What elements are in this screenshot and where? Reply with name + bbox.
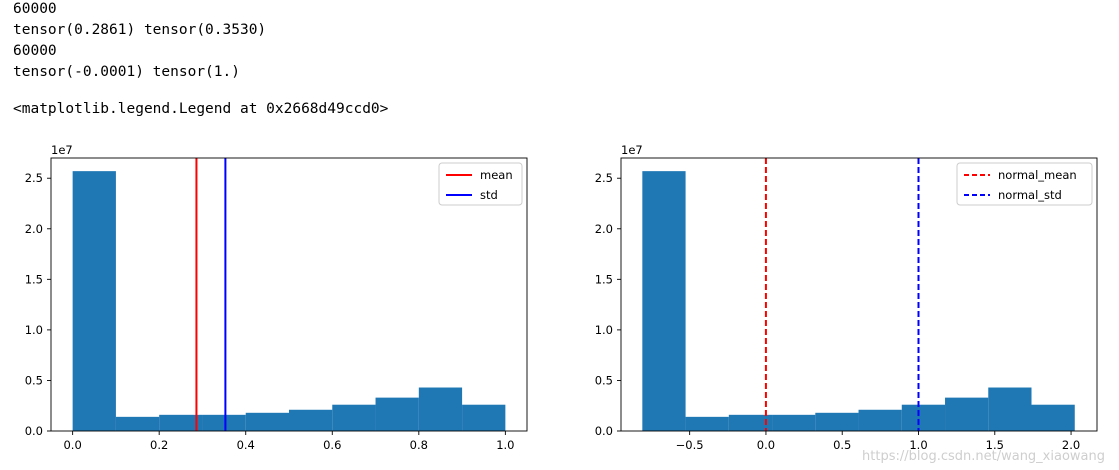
watermark-text: https://blog.csdn.net/wang_xiaowang: [862, 449, 1105, 464]
chart1-x-tick-label: 0.0: [63, 438, 81, 452]
return-value-text: <matplotlib.legend.Legend at 0x2668d49cc…: [13, 101, 389, 117]
output-line-1: 60000: [13, 1, 57, 17]
chart1-histogram-bar: [72, 171, 116, 431]
chart2-histogram-bar: [901, 404, 946, 431]
chart1-scale-label: 1e7: [51, 143, 73, 157]
chart1-x-tick-label: 0.2: [150, 438, 168, 452]
chart1-legend-label: std: [480, 188, 498, 202]
chart1-y-tick-label: 0.5: [25, 373, 43, 387]
chart2-histogram-bar: [685, 416, 729, 431]
output-line-2: tensor(0.2861) tensor(0.3530): [13, 22, 267, 38]
chart2-y-tick-label: 2.5: [595, 171, 613, 185]
chart2-histogram-bar: [858, 409, 902, 431]
chart2-histogram-bar: [642, 171, 686, 431]
chart1-x-tick-label: 0.6: [323, 438, 341, 452]
chart2-x-tick-label: −0.5: [676, 438, 704, 452]
chart2-y-tick-label: 1.5: [595, 272, 613, 286]
output-line-3: 60000: [13, 43, 57, 59]
chart2-histogram-bar: [988, 387, 1032, 431]
chart2-y-tick-label: 2.0: [595, 222, 613, 236]
chart2-histogram-bar: [815, 412, 859, 431]
chart1-y-tick-label: 2.5: [25, 171, 43, 185]
chart1-x-tick-label: 1.0: [496, 438, 514, 452]
chart2-histogram-bar: [945, 397, 989, 431]
chart1-y-tick-label: 2.0: [25, 222, 43, 236]
chart2-histogram-bar: [1031, 404, 1075, 431]
chart1-histogram-bar: [115, 416, 160, 431]
chart2-x-tick-label: 1.5: [986, 438, 1004, 452]
chart2-legend-box: [956, 162, 1093, 206]
chart1-histogram-bar: [159, 414, 203, 431]
chart1-histogram-bar: [202, 414, 246, 431]
chart1-y-tick-label: 0.0: [25, 424, 43, 438]
chart1-x-tick-label: 0.4: [237, 438, 255, 452]
chart1-y-tick-label: 1.0: [25, 323, 43, 337]
chart2-y-tick-label: 1.0: [595, 323, 613, 337]
chart2-axes-frame: [620, 157, 1098, 432]
chart1-histogram-bar: [418, 387, 463, 431]
chart1-legend-label: mean: [480, 168, 513, 182]
chart2-y-tick-label: 0.0: [595, 424, 613, 438]
output-line-4: tensor(-0.0001) tensor(1.): [13, 64, 240, 80]
chart2-scale-label: 1e7: [621, 143, 643, 157]
chart1-histogram-bar: [462, 404, 506, 431]
chart2-x-tick-label: 0.5: [833, 438, 851, 452]
chart1-histogram-bar: [245, 412, 289, 431]
chart2-histogram-bar: [772, 414, 816, 431]
chart1-histogram-bar: [332, 404, 376, 431]
chart2-x-tick-label: 0.0: [757, 438, 775, 452]
chart1-histogram-bar: [289, 409, 333, 431]
chart1-histogram-bar: [375, 397, 419, 431]
chart2-histogram-bar: [728, 414, 773, 431]
chart2-x-tick-label: 2.0: [1062, 438, 1080, 452]
chart2-x-tick-label: 1.0: [909, 438, 927, 452]
chart2-legend-label: normal_mean: [998, 168, 1077, 182]
chart1-y-tick-label: 1.5: [25, 272, 43, 286]
chart1-axes-frame: [50, 157, 528, 432]
chart2-legend-label: normal_std: [998, 188, 1062, 202]
chart1-x-tick-label: 0.8: [410, 438, 428, 452]
chart2-y-tick-label: 0.5: [595, 373, 613, 387]
